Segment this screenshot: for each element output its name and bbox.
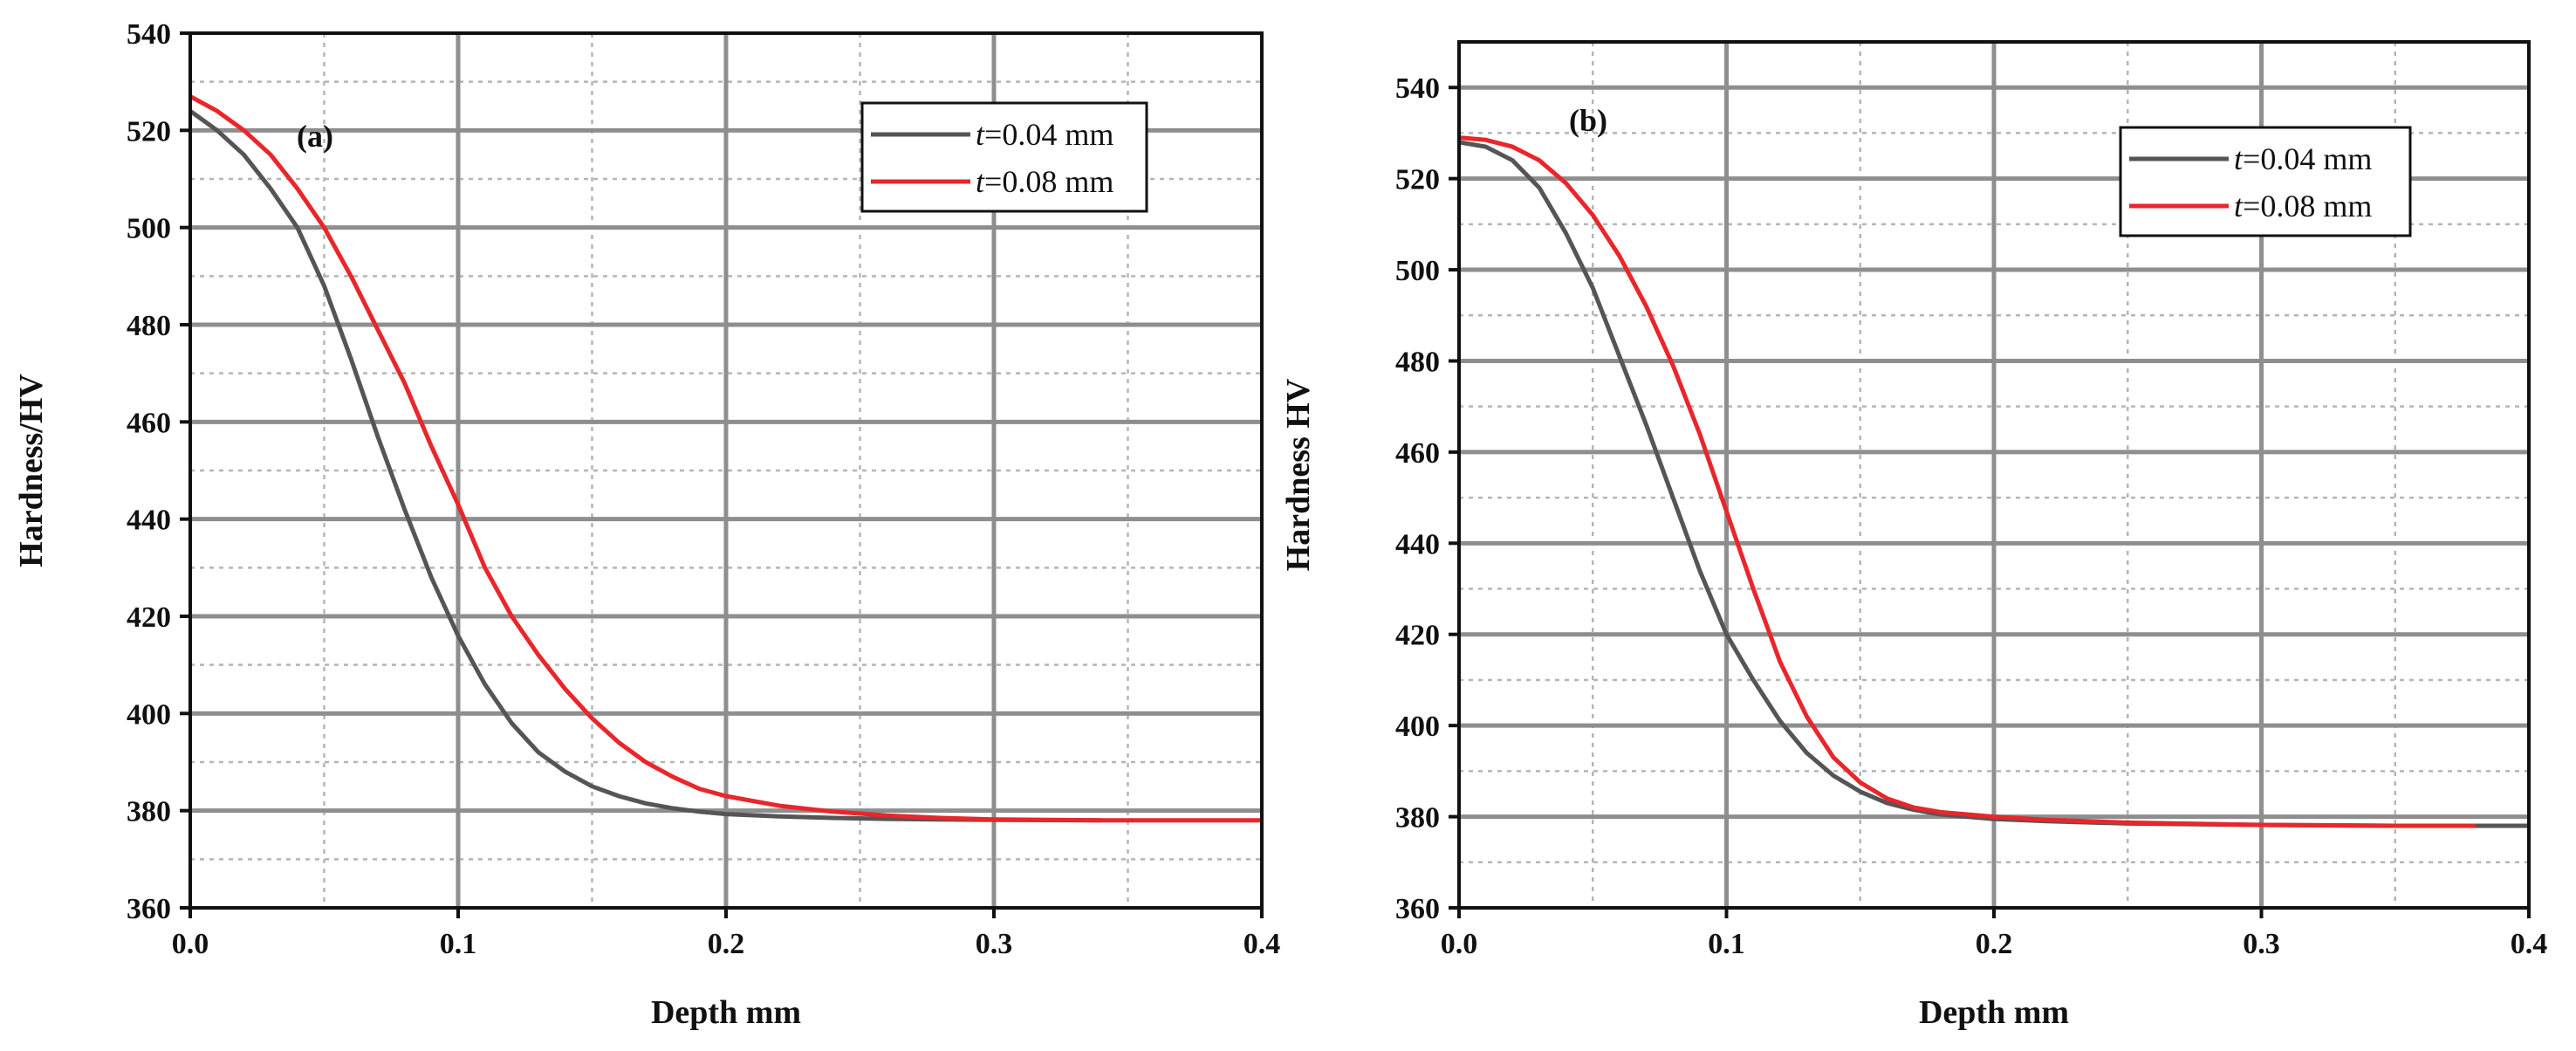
y-tick-label: 380 xyxy=(127,796,171,828)
y-tick-label: 520 xyxy=(1395,164,1440,196)
y-tick-label: 400 xyxy=(127,698,171,731)
x-tick-label: 0.2 xyxy=(1976,928,2013,960)
x-tick-label: 0.1 xyxy=(440,928,477,960)
x-tick-label: 0.2 xyxy=(708,928,745,960)
y-tick-label: 500 xyxy=(127,213,171,245)
y-tick-label: 440 xyxy=(127,505,171,537)
series-line-2 xyxy=(1458,135,2476,828)
y-tick-label: 480 xyxy=(1395,346,1440,378)
x-tick-label: 0.1 xyxy=(1708,928,1745,960)
legend-label-2: t=0.08 mm xyxy=(976,164,1113,199)
y-tick-label: 360 xyxy=(127,893,171,925)
y-tick-label: 440 xyxy=(1395,528,1440,560)
y-tick-label: 380 xyxy=(1395,802,1440,835)
x-tick-label: 0.3 xyxy=(2243,928,2280,960)
legend-box xyxy=(860,101,1148,213)
y-tick-label: 520 xyxy=(127,115,171,148)
legend-label-1: t=0.04 mm xyxy=(2234,141,2372,176)
y-tick-label: 500 xyxy=(1395,255,1440,287)
series-line-2 xyxy=(188,94,1262,823)
x-tick-label: 0.4 xyxy=(1243,928,1281,960)
y-tick-label: 420 xyxy=(127,601,171,634)
legend: t=0.04 mm t=0.08 mm xyxy=(860,101,1148,213)
y-tick-label: 460 xyxy=(1395,437,1440,470)
legend-box xyxy=(2119,126,2412,237)
legend: t=0.04 mm t=0.08 mm xyxy=(2119,126,2412,237)
x-tick-label: 0.0 xyxy=(1441,928,1478,960)
y-tick-label: 400 xyxy=(1395,711,1440,743)
legend-label-2: t=0.08 mm xyxy=(2234,189,2372,223)
y-tick-label: 420 xyxy=(1395,620,1440,652)
y-tick-label: 460 xyxy=(127,407,171,439)
y-axis-title: Hardness HV xyxy=(1280,378,1317,571)
panel-label: (b) xyxy=(1569,103,1607,138)
y-tick-label: 480 xyxy=(127,310,171,342)
y-axis-title: Hardness/HV xyxy=(13,374,50,567)
y-tick-label: 540 xyxy=(1395,72,1440,105)
chart-panel-a: 0.0 0.1 0.2 0.3 0.4 360 380 400 420 440 460 480 500 5… xyxy=(13,18,1280,1031)
x-tick-label: 0.4 xyxy=(2511,928,2548,960)
chart-panel-b: 0.0 0.1 0.2 0.3 0.4 360 380 400 420 440 460 480 500 5… xyxy=(1280,40,2548,1031)
x-tick-label: 0.0 xyxy=(172,928,209,960)
y-tick-label: 540 xyxy=(127,18,171,51)
y-tick-label: 360 xyxy=(1395,893,1440,925)
panel-label: (a) xyxy=(297,119,333,154)
legend-label-1: t=0.04 mm xyxy=(976,117,1113,152)
x-axis-title: Depth mm xyxy=(1919,994,2069,1031)
x-tick-label: 0.3 xyxy=(976,928,1013,960)
series-line-1 xyxy=(188,109,1101,823)
x-axis-title: Depth mm xyxy=(651,994,801,1031)
